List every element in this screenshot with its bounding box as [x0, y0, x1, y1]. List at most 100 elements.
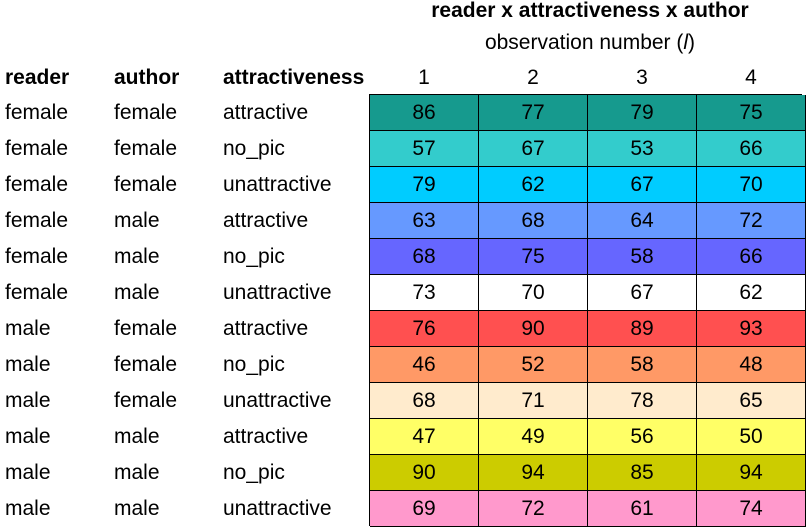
value-cell: 72 — [479, 491, 588, 527]
value-cell: 93 — [697, 311, 806, 347]
cell-reader: male — [5, 389, 51, 412]
value-cell: 67 — [588, 275, 697, 311]
value-cell: 73 — [370, 275, 479, 311]
value-cell: 75 — [479, 239, 588, 275]
cell-author: female — [114, 389, 178, 412]
table-row: male male attractive 47 49 56 50 — [0, 419, 811, 455]
value-cell: 46 — [370, 347, 479, 383]
value-cell: 76 — [370, 311, 479, 347]
cell-attractiveness: unattractive — [223, 173, 332, 196]
value-cell: 62 — [479, 167, 588, 203]
header-attractiveness: attractiveness — [223, 66, 365, 89]
value-cell: 49 — [479, 419, 588, 455]
cell-author: female — [114, 101, 178, 124]
cell-author: male — [114, 497, 160, 520]
value-cell: 52 — [479, 347, 588, 383]
value-cell: 78 — [588, 383, 697, 419]
table-row: female female unattractive 79 62 67 70 — [0, 167, 811, 203]
value-cell: 86 — [370, 95, 479, 131]
header-obs-2: 2 — [527, 66, 539, 89]
cell-attractiveness: no_pic — [223, 245, 285, 268]
value-cell: 75 — [697, 95, 806, 131]
value-cell: 66 — [697, 131, 806, 167]
cell-attractiveness: attractive — [223, 101, 309, 124]
value-cell: 69 — [370, 491, 479, 527]
value-cell: 68 — [370, 383, 479, 419]
table-row: female female no_pic 57 67 53 66 — [0, 131, 811, 167]
cell-author: female — [114, 353, 178, 376]
table-row: male male unattractive 69 72 61 74 — [0, 491, 811, 527]
table-row: male female attractive 76 90 89 93 — [0, 311, 811, 347]
table-row: female female attractive 86 77 79 75 — [0, 95, 811, 131]
value-cell: 53 — [588, 131, 697, 167]
value-cell: 64 — [588, 203, 697, 239]
cell-reader: female — [5, 245, 69, 268]
table-row: male male no_pic 90 94 85 94 — [0, 455, 811, 491]
cell-author: female — [114, 317, 178, 340]
value-cell: 72 — [697, 203, 806, 239]
value-cell: 70 — [697, 167, 806, 203]
header-author: author — [114, 66, 180, 89]
cell-reader: female — [5, 281, 69, 304]
value-cell: 48 — [697, 347, 806, 383]
value-cell: 58 — [588, 239, 697, 275]
cell-author: male — [114, 425, 160, 448]
value-cell: 77 — [479, 95, 588, 131]
value-cell: 63 — [370, 203, 479, 239]
value-cell: 79 — [370, 167, 479, 203]
cell-attractiveness: attractive — [223, 425, 309, 448]
table-title: reader x attractiveness x author — [431, 0, 749, 22]
cell-attractiveness: no_pic — [223, 461, 285, 484]
value-cell: 79 — [588, 95, 697, 131]
cell-attractiveness: unattractive — [223, 281, 332, 304]
header-obs-1: 1 — [418, 66, 430, 89]
table-row: female male no_pic 68 75 58 66 — [0, 239, 811, 275]
table-row: female male attractive 63 68 64 72 — [0, 203, 811, 239]
value-cell: 65 — [697, 383, 806, 419]
cell-reader: male — [5, 461, 51, 484]
cell-reader: female — [5, 101, 69, 124]
cell-author: male — [114, 461, 160, 484]
cell-attractiveness: attractive — [223, 317, 309, 340]
value-cell: 58 — [588, 347, 697, 383]
cell-author: male — [114, 245, 160, 268]
cell-reader: male — [5, 425, 51, 448]
cell-reader: female — [5, 209, 69, 232]
value-cell: 85 — [588, 455, 697, 491]
value-cell: 66 — [697, 239, 806, 275]
value-cell: 61 — [588, 491, 697, 527]
value-cell: 94 — [479, 455, 588, 491]
cell-attractiveness: unattractive — [223, 389, 332, 412]
cell-author: female — [114, 173, 178, 196]
value-cell: 50 — [697, 419, 806, 455]
table-subtitle: observation number (l) — [370, 30, 810, 56]
value-cell: 57 — [370, 131, 479, 167]
value-cell: 68 — [370, 239, 479, 275]
value-cell: 68 — [479, 203, 588, 239]
cell-author: female — [114, 137, 178, 160]
value-cell: 47 — [370, 419, 479, 455]
subtitle-variable: l — [683, 31, 689, 54]
cell-attractiveness: attractive — [223, 209, 309, 232]
cell-attractiveness: unattractive — [223, 497, 332, 520]
cell-reader: male — [5, 353, 51, 376]
table-row: female male unattractive 73 70 67 62 — [0, 275, 811, 311]
value-cell: 67 — [588, 167, 697, 203]
header-obs-4: 4 — [745, 66, 757, 89]
header-reader: reader — [5, 66, 70, 89]
cell-reader: male — [5, 317, 51, 340]
value-cell: 71 — [479, 383, 588, 419]
cell-attractiveness: no_pic — [223, 137, 285, 160]
value-cell: 89 — [588, 311, 697, 347]
table-row: male female no_pic 46 52 58 48 — [0, 347, 811, 383]
value-cell: 90 — [479, 311, 588, 347]
value-cell: 90 — [370, 455, 479, 491]
cell-author: male — [114, 281, 160, 304]
value-cell: 70 — [479, 275, 588, 311]
value-cell: 67 — [479, 131, 588, 167]
value-cell: 94 — [697, 455, 806, 491]
cell-reader: female — [5, 137, 69, 160]
header-obs-3: 3 — [636, 66, 648, 89]
subtitle-prefix: observation number ( — [484, 31, 684, 54]
cell-reader: male — [5, 497, 51, 520]
